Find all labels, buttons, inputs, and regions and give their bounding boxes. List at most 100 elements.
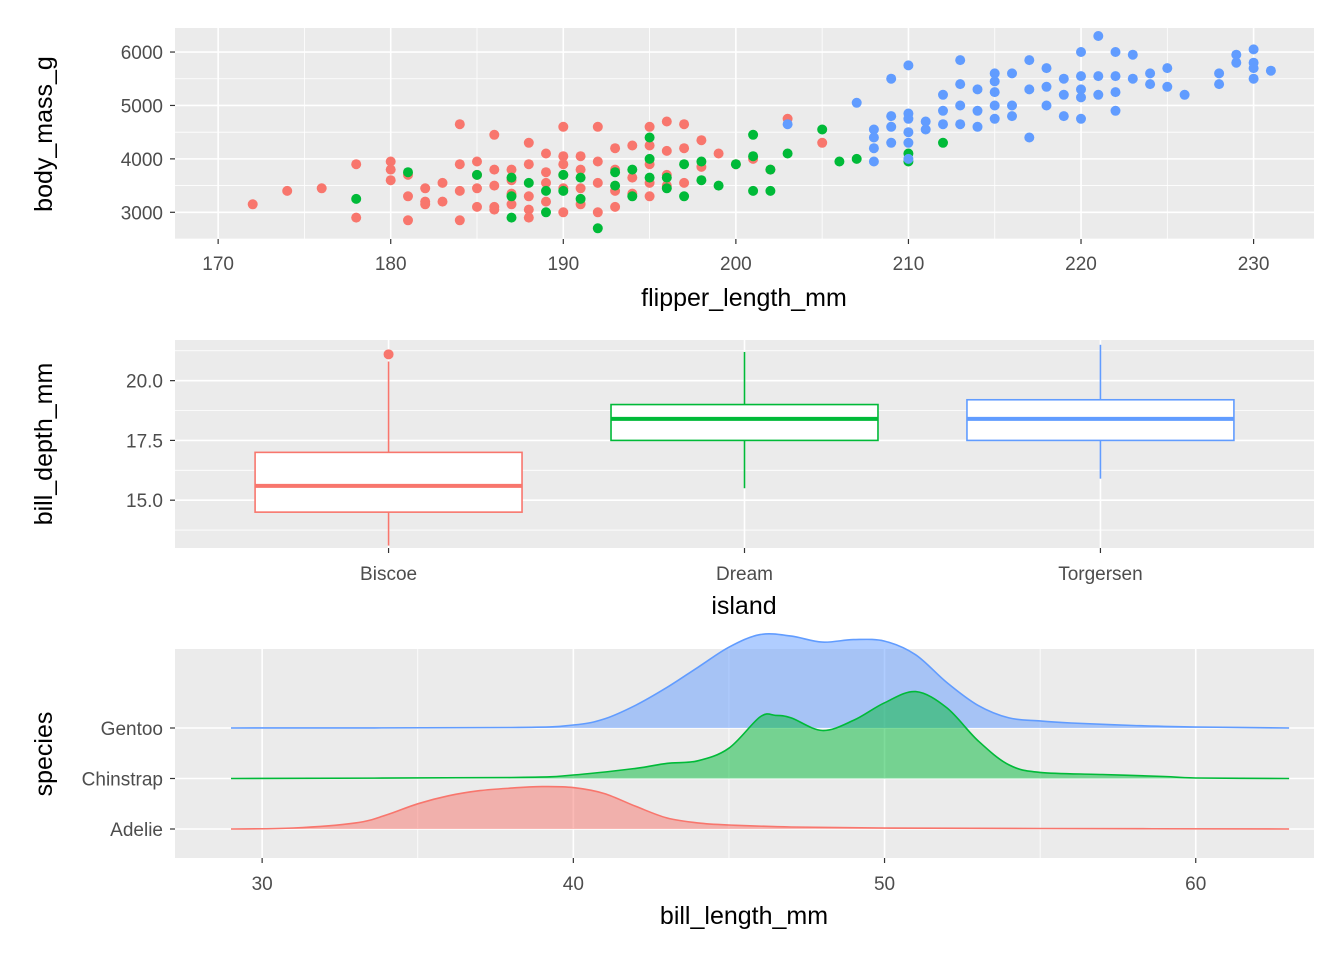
boxplot-y-ticks: 15.0 17.5 20.0 xyxy=(126,372,175,512)
ridgeline-x-axis-title: bill_length_mm xyxy=(660,902,828,930)
scatter-point xyxy=(403,167,413,178)
scatter-x-tick-label: 180 xyxy=(375,254,407,275)
boxplot-x-tick-label: Dream xyxy=(716,564,773,585)
scatter-point xyxy=(886,111,897,122)
scatter-point xyxy=(489,164,500,175)
scatter-point xyxy=(437,196,448,207)
scatter-panel: 170 180 190 200 210 220 230 3000 4000 5000 6000 f… xyxy=(30,28,1314,312)
scatter-point xyxy=(1024,84,1035,95)
scatter-y-tick-label: 4000 xyxy=(121,150,163,171)
scatter-point xyxy=(972,121,983,132)
scatter-point xyxy=(938,119,948,130)
scatter-point xyxy=(713,180,724,191)
scatter-point xyxy=(972,84,983,95)
ridgeline-density-line xyxy=(230,785,1290,830)
scatter-point xyxy=(592,223,603,234)
scatter-point xyxy=(989,87,1000,98)
scatter-point xyxy=(989,68,1000,79)
scatter-point xyxy=(575,164,586,175)
scatter-point xyxy=(903,137,914,148)
scatter-point xyxy=(679,177,690,188)
scatter-point xyxy=(1024,55,1035,66)
scatter-point xyxy=(713,148,724,159)
scatter-point xyxy=(765,185,776,196)
scatter-point xyxy=(1093,71,1104,82)
scatter-point xyxy=(782,119,793,130)
scatter-point xyxy=(1041,100,1052,111)
scatter-point xyxy=(868,156,879,167)
scatter-point xyxy=(541,177,551,188)
scatter-point xyxy=(575,151,586,162)
scatter-points xyxy=(247,31,1276,234)
scatter-point xyxy=(610,167,621,178)
scatter-point xyxy=(989,76,1000,87)
ridgeline-y-tick-label: Adelie xyxy=(110,820,163,841)
scatter-point xyxy=(610,201,621,212)
scatter-point xyxy=(627,164,638,175)
scatter-point xyxy=(955,100,966,111)
scatter-point xyxy=(558,159,569,170)
scatter-point xyxy=(541,207,551,218)
scatter-point xyxy=(1058,89,1069,100)
scatter-point xyxy=(1265,65,1276,76)
scatter-point xyxy=(1093,31,1104,41)
scatter-point xyxy=(644,153,655,164)
scatter-point xyxy=(351,193,362,204)
scatter-point xyxy=(644,132,655,143)
scatter-point xyxy=(834,156,845,167)
scatter-point xyxy=(644,172,655,183)
scatter-point xyxy=(506,172,517,183)
scatter-point xyxy=(1007,68,1017,79)
scatter-point xyxy=(316,183,327,194)
scatter-point xyxy=(955,79,966,90)
scatter-point xyxy=(472,169,482,180)
scatter-point xyxy=(1162,81,1173,92)
scatter-point xyxy=(644,121,655,132)
scatter-point xyxy=(748,151,759,162)
ridgeline-densities xyxy=(230,633,1290,830)
boxplot-box xyxy=(610,403,879,442)
scatter-point xyxy=(1076,47,1086,57)
boxplot-x-tick-label: Torgersen xyxy=(1058,564,1143,585)
ridgeline-x-tick-label: 40 xyxy=(563,874,584,895)
ridgeline-panel: 30 40 50 60 Adelie Chinstrap Gentoo bill_leng… xyxy=(30,633,1314,930)
scatter-point xyxy=(627,172,638,183)
scatter-point xyxy=(1058,73,1069,84)
scatter-point xyxy=(679,143,690,154)
ridgeline-x-tick-label: 30 xyxy=(252,874,273,895)
scatter-point xyxy=(523,177,534,188)
scatter-point xyxy=(523,204,534,215)
scatter-point xyxy=(696,156,707,167)
ridgeline-density-fill xyxy=(231,786,1290,829)
scatter-point xyxy=(661,183,672,194)
scatter-point xyxy=(454,159,465,170)
scatter-point xyxy=(575,193,586,204)
scatter-point xyxy=(351,159,362,170)
scatter-point xyxy=(541,196,551,207)
scatter-point xyxy=(1179,89,1190,100)
scatter-point xyxy=(1145,79,1156,90)
scatter-point xyxy=(454,185,465,196)
scatter-point xyxy=(851,153,862,164)
scatter-point xyxy=(644,140,655,151)
ridgeline-density-line xyxy=(230,633,1290,729)
scatter-point xyxy=(644,191,655,202)
scatter-point xyxy=(541,167,551,178)
scatter-point xyxy=(385,164,396,175)
scatter-point xyxy=(592,177,603,188)
scatter-y-tick-label: 3000 xyxy=(121,203,163,224)
boxplot-y-tick-label: 20.0 xyxy=(126,372,163,393)
scatter-point xyxy=(1093,89,1104,100)
ridgeline-x-ticks: 30 40 50 60 xyxy=(252,858,1206,895)
scatter-point xyxy=(385,175,396,186)
scatter-plot-background xyxy=(175,28,1314,239)
scatter-point xyxy=(1214,68,1225,79)
scatter-point xyxy=(523,212,534,223)
scatter-point xyxy=(938,137,948,148)
ridgeline-density-fill xyxy=(231,633,1290,728)
ridgeline-density-fill xyxy=(231,691,1290,779)
scatter-point xyxy=(920,124,931,135)
scatter-point xyxy=(1076,92,1086,103)
scatter-point xyxy=(955,119,966,130)
